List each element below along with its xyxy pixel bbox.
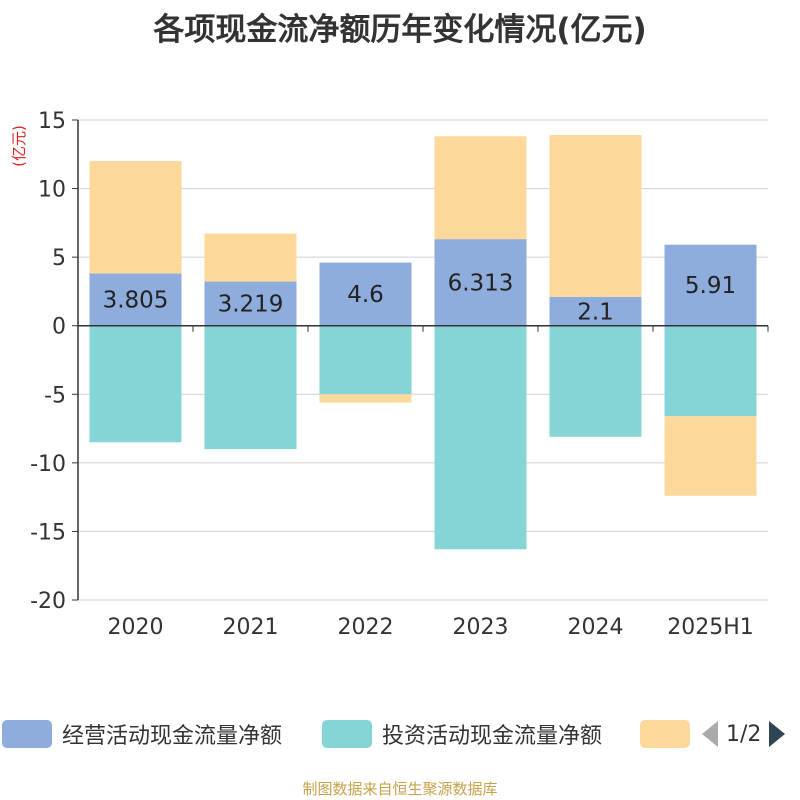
chart-title: 各项现金流净额历年变化情况(亿元) <box>153 12 647 48</box>
x-tick-label: 2024 <box>568 615 624 640</box>
chart-legend: 经营活动现金流量净额 投资活动现金流量净额 1/2 <box>0 714 800 758</box>
data-label: 2.1 <box>577 299 614 325</box>
legend-item-operating[interactable]: 经营活动现金流量净额 <box>2 714 282 754</box>
bar-investing-2020 <box>89 325 182 443</box>
data-label: 3.805 <box>103 288 169 314</box>
y-tick-label: 5 <box>52 246 66 271</box>
x-tick-label: 2025H1 <box>667 615 754 640</box>
legend-swatch-operating <box>2 720 52 748</box>
bar-financing-2020 <box>89 161 182 274</box>
legend-label-investing: 投资活动现金流量净额 <box>382 724 603 749</box>
bar-operating-2025H1 <box>664 244 757 326</box>
x-tick-label: 2021 <box>223 615 279 640</box>
legend-prev-page-icon[interactable] <box>702 721 718 747</box>
bar-financing-2024 <box>549 135 642 297</box>
bar-investing-2024 <box>549 325 642 437</box>
x-tick-label: 2020 <box>108 615 164 640</box>
bar-financing-2021 <box>204 233 297 282</box>
legend-swatch-financing <box>640 720 690 748</box>
legend-item-investing[interactable]: 投资活动现金流量净额 <box>322 714 602 754</box>
data-label: 5.91 <box>685 273 736 299</box>
bar-financing-2022 <box>319 394 412 403</box>
bar-operating-2020 <box>89 273 182 326</box>
bar-operating-2021 <box>204 281 297 326</box>
bar-investing-2022 <box>319 325 412 395</box>
x-tick-label: 2022 <box>338 615 394 640</box>
bar-financing-2025H1 <box>664 416 757 496</box>
x-tick-label: 2023 <box>453 615 509 640</box>
legend-swatch-investing <box>322 720 372 748</box>
legend-pager: 1/2 <box>702 714 786 754</box>
y-tick-label: -20 <box>30 589 66 614</box>
y-tick-label: 0 <box>52 315 66 340</box>
bar-operating-2022 <box>319 262 412 326</box>
bar-investing-2023 <box>434 325 527 550</box>
y-tick-label: -10 <box>30 452 66 477</box>
data-source-note: 制图数据来自恒生聚源数据库 <box>302 780 498 798</box>
y-tick-label: 15 <box>38 109 66 134</box>
legend-next-page-icon[interactable] <box>769 721 786 747</box>
legend-item-financing[interactable] <box>640 714 690 754</box>
legend-label-operating: 经营活动现金流量净额 <box>62 724 283 749</box>
y-axis-title: (亿元) <box>10 125 28 167</box>
cashflow-chart: 15 10 5 0 -5 -10 -15 -20 (亿元) 3.805 2020 3.219 2021 4… <box>10 109 769 640</box>
bar-operating-2024 <box>549 296 642 326</box>
y-tick-label: 10 <box>38 178 66 203</box>
data-label: 3.219 <box>218 292 284 318</box>
y-tick-label: -5 <box>44 383 66 408</box>
data-label: 6.313 <box>448 270 514 296</box>
legend-page-indicator: 1/2 <box>726 721 762 747</box>
bar-financing-2023 <box>434 136 527 240</box>
bar-operating-2023 <box>434 239 527 326</box>
y-tick-label: -15 <box>30 520 66 545</box>
data-label: 4.6 <box>347 282 384 308</box>
bar-investing-2021 <box>204 325 297 450</box>
bar-investing-2025H1 <box>664 325 757 417</box>
